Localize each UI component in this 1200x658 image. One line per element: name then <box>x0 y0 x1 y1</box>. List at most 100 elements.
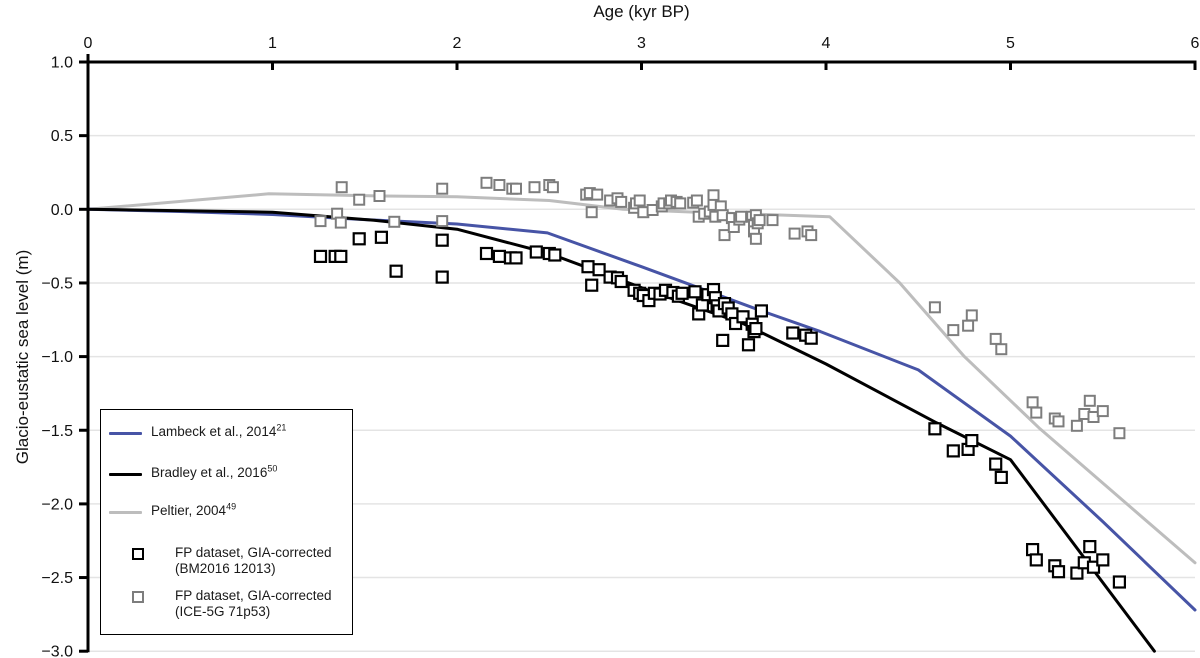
data-point-square <box>1052 415 1065 428</box>
data-point-square <box>585 278 599 292</box>
legend-item-0: Lambeck et al., 201421 <box>101 422 352 440</box>
data-point-square <box>736 310 750 324</box>
data-point-square <box>313 249 328 263</box>
data-point-square <box>753 214 766 227</box>
data-point-square <box>353 193 366 206</box>
y-tick-label: −3.0 <box>41 644 73 658</box>
data-point-square <box>528 181 541 194</box>
data-point-square <box>754 304 769 318</box>
y-tick-label: −1.0 <box>41 349 73 366</box>
legend-line-swatch <box>109 511 142 514</box>
data-point-square <box>633 194 646 207</box>
y-tick-label: −2.0 <box>41 496 73 513</box>
series-scatter-3 <box>314 176 1126 440</box>
legend-square-swatch <box>101 591 175 603</box>
data-point-square <box>1096 553 1110 567</box>
data-point-square <box>436 182 449 195</box>
data-point-square <box>989 332 1002 345</box>
legend-item-1: Bradley et al., 201650 <box>101 463 352 481</box>
data-point-square <box>435 270 449 284</box>
data-point-square <box>435 233 449 247</box>
legend-label: Bradley et al., 201650 <box>151 463 278 480</box>
data-point-square <box>334 249 348 263</box>
data-point-square <box>388 215 401 228</box>
data-point-square <box>374 230 388 244</box>
x-tick-label: 6 <box>1191 35 1200 52</box>
y-tick-label: 0.5 <box>51 128 73 145</box>
x-tick-label: 5 <box>1006 35 1015 52</box>
data-point-square <box>479 246 494 261</box>
data-point-square <box>946 444 960 458</box>
y-tick-label: −2.5 <box>41 570 73 587</box>
data-point-square <box>1083 394 1096 407</box>
legend-label: Lambeck et al., 201421 <box>151 422 287 439</box>
data-point-square <box>510 182 522 195</box>
data-point-square <box>962 319 975 332</box>
data-point-square <box>314 215 327 228</box>
x-tick-label: 2 <box>453 35 462 52</box>
data-point-square <box>675 286 689 300</box>
data-point-square <box>928 301 941 314</box>
data-point-square <box>591 188 604 201</box>
x-axis: 0 1 2 3 4 5 6 <box>84 35 1200 70</box>
data-point-square <box>1029 553 1043 567</box>
data-point-square <box>373 190 386 202</box>
data-point-square <box>1070 419 1083 432</box>
data-point-square <box>788 227 801 240</box>
data-point-square <box>480 176 493 189</box>
data-point-square <box>749 322 763 336</box>
data-point-square <box>690 194 703 207</box>
data-point-square <box>707 189 720 202</box>
data-point-square <box>728 316 743 331</box>
data-point-square <box>389 264 403 278</box>
data-point-square <box>965 434 979 448</box>
data-point-square <box>585 206 598 219</box>
data-point-square <box>749 232 762 245</box>
data-point-square <box>995 343 1008 356</box>
data-point-square <box>1113 427 1126 440</box>
legend-label: Peltier, 200449 <box>151 501 237 518</box>
data-point-square <box>614 274 628 289</box>
data-point-square <box>335 181 348 194</box>
data-point-square <box>989 457 1003 471</box>
data-point-square <box>928 422 942 436</box>
y-tick-label: 1.0 <box>51 55 73 72</box>
data-point-square <box>766 214 779 227</box>
series-scatter-4 <box>313 230 1127 589</box>
data-point-square <box>1096 405 1109 418</box>
data-point-square <box>786 326 800 340</box>
x-tick-label: 1 <box>268 35 277 52</box>
legend-label: FP dataset, GIA-corrected (BM2016 12013) <box>175 545 332 576</box>
series-line-1 <box>86 207 1197 612</box>
data-point-square <box>492 249 506 263</box>
data-point-square <box>1051 565 1066 579</box>
data-point-square <box>509 251 523 265</box>
data-point-square <box>1026 396 1039 409</box>
y-tick-label: −1.5 <box>41 423 73 440</box>
data-point-square <box>741 338 756 352</box>
legend-item-3: FP dataset, GIA-corrected (BM2016 12013) <box>101 545 352 577</box>
legend-line-swatch <box>109 432 142 435</box>
data-point-square <box>804 331 818 345</box>
y-tick-label: 0.0 <box>51 202 73 219</box>
y-axis-title: Glacio-eustatic sea level (m) <box>13 249 32 465</box>
legend-item-4: FP dataset, GIA-corrected (ICE-5G 71p53) <box>101 588 352 620</box>
data-point-square <box>965 309 978 322</box>
legend: Lambeck et al., 201421 Bradley et al., 20… <box>100 409 353 635</box>
data-point-square <box>688 285 702 299</box>
data-point-square <box>546 181 559 194</box>
data-point-square <box>548 248 562 262</box>
data-point-square <box>493 179 506 191</box>
data-point-square <box>529 245 543 259</box>
data-point-square <box>1070 566 1084 580</box>
x-tick-label: 4 <box>822 35 831 52</box>
y-tick-label: −0.5 <box>41 275 73 292</box>
legend-square-swatch <box>101 548 175 560</box>
data-point-square <box>1083 539 1097 554</box>
legend-label: FP dataset, GIA-corrected (ICE-5G 71p53) <box>175 588 332 619</box>
legend-item-2: Peltier, 200449 <box>101 501 352 519</box>
data-point-square <box>615 195 628 208</box>
data-point-square <box>718 229 731 242</box>
x-tick-label: 0 <box>84 35 93 52</box>
